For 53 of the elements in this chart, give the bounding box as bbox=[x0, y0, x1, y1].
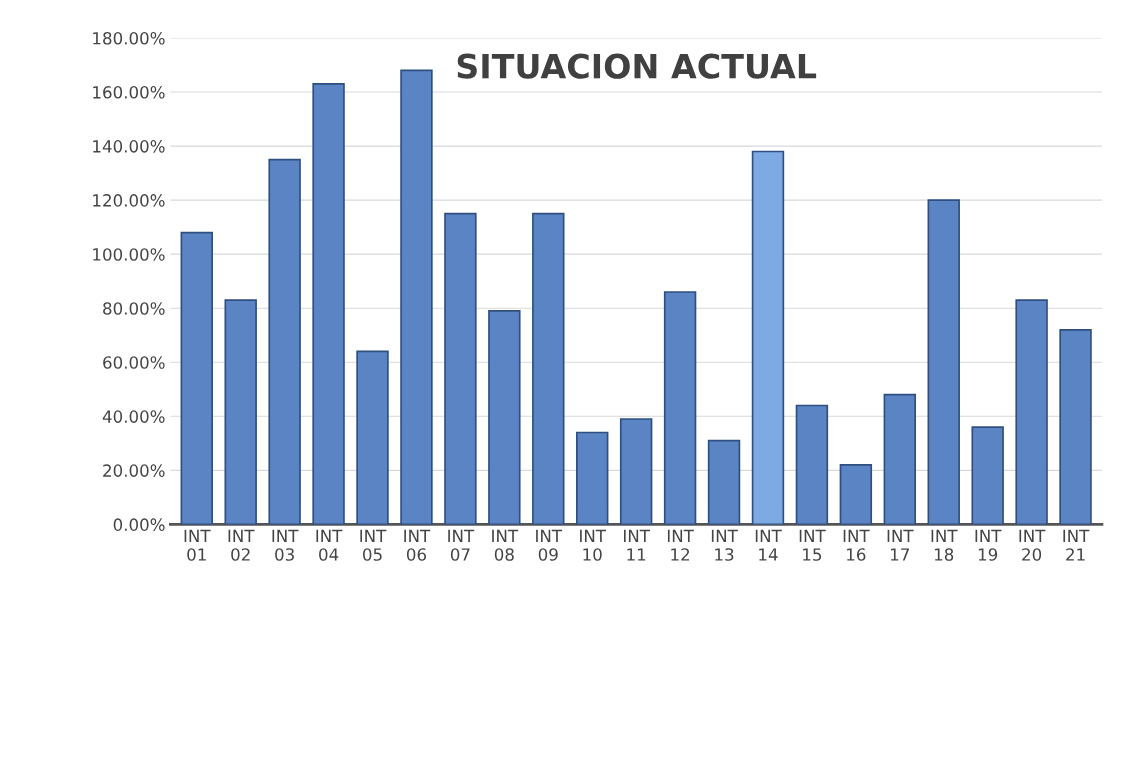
bar bbox=[312, 83, 345, 525]
x-tick-label: INT 01 bbox=[184, 529, 211, 561]
x-tick-label: INT 04 bbox=[316, 529, 343, 561]
x-tick-label: INT 16 bbox=[843, 529, 870, 561]
bar bbox=[707, 439, 741, 525]
x-tick-label: INT 15 bbox=[799, 529, 826, 561]
x-tick-label: INT 19 bbox=[975, 529, 1002, 561]
bar bbox=[576, 431, 609, 525]
x-tick-label: INT 11 bbox=[624, 529, 650, 561]
bar bbox=[883, 393, 917, 525]
x-tick-label: INT 12 bbox=[667, 529, 694, 561]
x-tick-label: INT 17 bbox=[887, 529, 914, 561]
bar bbox=[663, 291, 697, 525]
bar bbox=[1059, 329, 1092, 525]
bar bbox=[400, 69, 433, 525]
bar bbox=[488, 310, 521, 525]
bar bbox=[268, 158, 301, 525]
y-tick-label: 0.00% bbox=[113, 518, 165, 531]
bar bbox=[180, 231, 213, 525]
x-tick-label: INT 18 bbox=[931, 529, 958, 561]
x-tick-label: INT 13 bbox=[711, 529, 738, 561]
y-tick-label: 40.00% bbox=[102, 410, 165, 423]
y-tick-label: 60.00% bbox=[103, 356, 165, 369]
x-tick-label: INT 02 bbox=[228, 529, 255, 561]
x-tick-label: INT 06 bbox=[404, 529, 431, 561]
chart-title: SITUACION ACTUAL bbox=[457, 53, 817, 79]
x-tick-label: INT 20 bbox=[1019, 529, 1046, 561]
bar bbox=[356, 350, 389, 525]
x-tick-label: INT 07 bbox=[448, 529, 475, 561]
x-tick-label: INT 21 bbox=[1063, 529, 1090, 561]
bar bbox=[751, 150, 785, 525]
x-tick-label: INT 10 bbox=[580, 529, 607, 561]
bar bbox=[927, 199, 960, 525]
bar bbox=[444, 212, 477, 525]
y-tick-label: 20.00% bbox=[103, 464, 165, 477]
y-tick-label: 160.00% bbox=[93, 86, 165, 99]
y-tick-label: 140.00% bbox=[93, 140, 165, 153]
y-tick-label: 100.00% bbox=[93, 248, 165, 261]
bar bbox=[532, 212, 565, 525]
bar bbox=[839, 464, 873, 525]
bar bbox=[795, 404, 829, 525]
x-tick-label: INT 05 bbox=[360, 529, 387, 561]
bar bbox=[971, 426, 1004, 525]
x-tick-label: INT 14 bbox=[755, 529, 782, 561]
y-tick-label: 180.00% bbox=[93, 31, 165, 45]
bar bbox=[1015, 299, 1048, 525]
x-tick-label: INT 08 bbox=[492, 529, 519, 561]
x-tick-label: INT 03 bbox=[272, 529, 299, 561]
bar bbox=[619, 418, 653, 525]
x-tick-label: INT 09 bbox=[536, 529, 563, 561]
y-tick-label: 80.00% bbox=[103, 302, 165, 315]
y-tick-label: 120.00% bbox=[93, 194, 165, 207]
bar bbox=[224, 299, 257, 525]
